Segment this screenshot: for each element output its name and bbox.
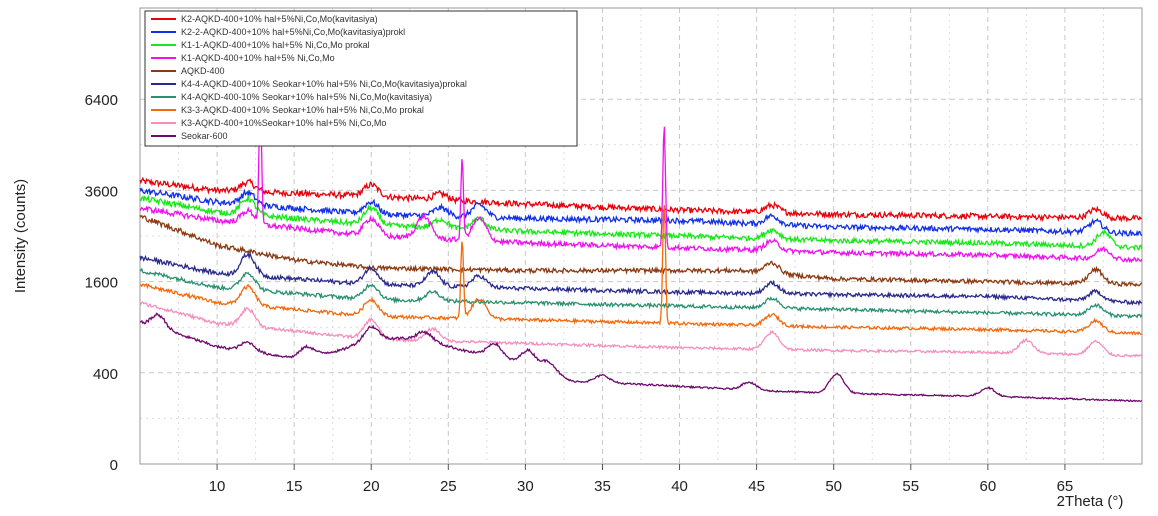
x-axis-title: 2Theta (°) [1057, 493, 1124, 510]
series-lines [139, 103, 1143, 403]
plot-frame [139, 7, 1143, 465]
y-tick-label: 0 [110, 457, 118, 474]
x-tick-label: 20 [363, 478, 380, 495]
y-tick-label: 3600 [85, 183, 118, 200]
x-tick-label: 55 [902, 478, 919, 495]
x-tick-label: 40 [671, 478, 688, 495]
legend-box [144, 10, 578, 147]
series-line [139, 187, 1143, 238]
series-line [139, 251, 1143, 307]
x-tick-label: 50 [825, 478, 842, 495]
legend: K2-AQKD-400+10% hal+5%Ni,Co,Mo(kavitasiy… [144, 10, 578, 147]
x-ticks: 10 15 20 25 30 35 40 45 50 55 60 65 [209, 464, 1074, 495]
series-line [139, 194, 1143, 252]
x-tick-label: 60 [980, 478, 997, 495]
legend-entry: K1-AQKD-400+10% hal+5% Ni,Co,Mo [181, 53, 335, 63]
legend-entry: Seokar-600 [181, 131, 228, 141]
x-tick-label: 25 [440, 478, 457, 495]
legend-entry: K2-2-AQKD-400+10% hal+5%Ni,Co,Mo(kavitas… [181, 27, 405, 37]
legend-entry: K3-3-AQKD-400+10% Seokar+10% hal+5% Ni,C… [181, 105, 424, 115]
legend-entry: K2-AQKD-400+10% hal+5%Ni,Co,Mo(kavitasiy… [181, 14, 378, 24]
x-tick-label: 15 [286, 478, 303, 495]
y-tick-label: 1600 [85, 275, 118, 292]
y-axis-title: Intensity (counts) [12, 179, 29, 293]
x-tick-label: 35 [594, 478, 611, 495]
x-tick-label: 65 [1057, 478, 1074, 495]
series-line [139, 176, 1143, 223]
series-line [139, 301, 1143, 358]
legend-entry: K4-AQKD-400-10% Seokar+10% hal+5% Ni,Co,… [181, 92, 432, 102]
series-line [139, 103, 1143, 264]
series-line [139, 214, 1143, 288]
x-tick-label: 30 [517, 478, 534, 495]
x-tick-label: 45 [748, 478, 765, 495]
legend-entry: AQKD-400 [181, 66, 225, 76]
y-ticks: 0 400 1600 3600 6400 [85, 92, 118, 474]
y-tick-label: 400 [93, 366, 118, 383]
series-line [139, 312, 1143, 403]
x-tick-label: 10 [209, 478, 226, 495]
y-tick-label: 6400 [85, 92, 118, 109]
legend-entry: K3-AQKD-400+10%Seokar+10% hal+5% Ni,Co,M… [181, 118, 386, 128]
grid-lines [140, 8, 1142, 465]
legend-entry: K1-1-AQKD-400+10% hal+5% Ni,Co,Mo prokal [181, 40, 370, 50]
series-line [139, 267, 1143, 319]
series-line [139, 205, 1143, 336]
legend-entry: K4-4-AQKD-400+10% Seokar+10% hal+5% Ni,C… [181, 79, 467, 89]
